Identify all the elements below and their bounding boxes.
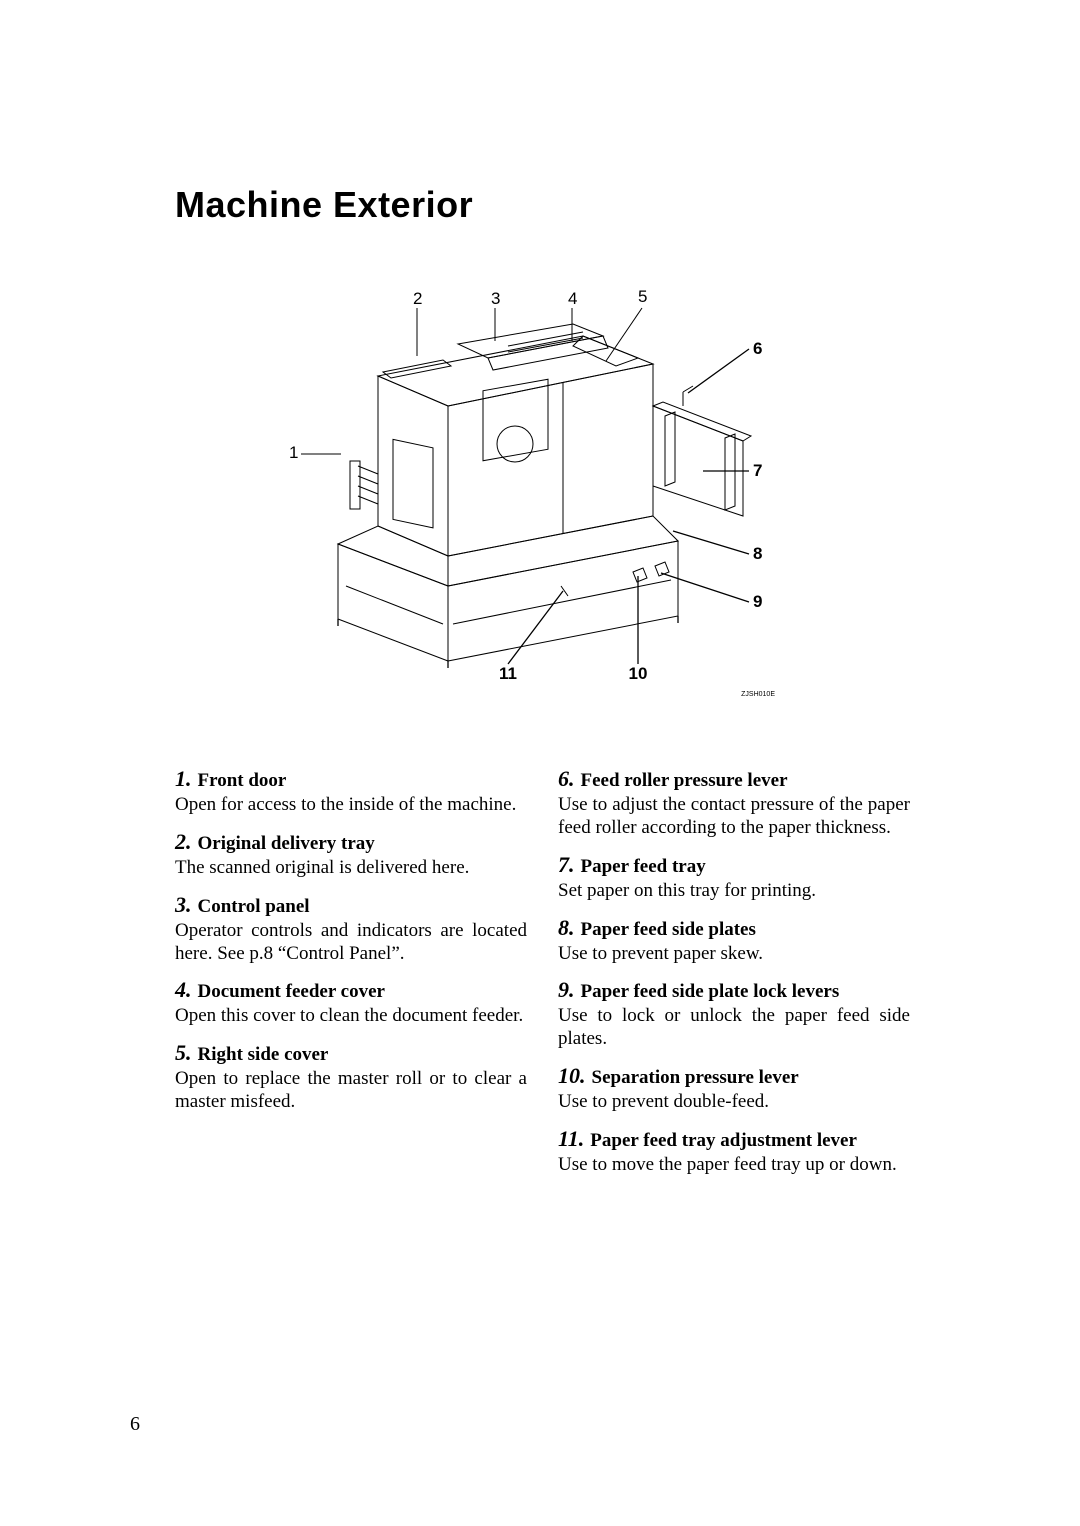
entry-9: 9. Paper feed side plate lock levers Use… [558,977,910,1051]
entry-title: Front door [198,770,287,791]
entry-body: Open to replace the master roll or to cl… [175,1068,527,1114]
entry-num: 4. [175,977,192,1002]
entry-title: Original delivery tray [198,833,375,854]
page-title: Machine Exterior [175,184,910,226]
entry-1: 1. Front door Open for access to the ins… [175,766,527,817]
entry-2: 2. Original delivery tray The scanned or… [175,829,527,880]
callout-7: 7 [753,461,762,480]
page-number: 6 [130,1413,140,1436]
entry-title: Paper feed side plate lock levers [581,981,840,1002]
entry-11: 11. Paper feed tray adjustment lever Use… [558,1126,910,1177]
entry-body: Set paper on this tray for printing. [558,880,910,903]
entry-5: 5. Right side cover Open to replace the … [175,1040,527,1114]
callout-6: 6 [753,339,762,358]
entry-body: Use to lock or unlock the paper feed sid… [558,1005,910,1051]
entry-body: Use to move the paper feed tray up or do… [558,1154,910,1177]
entry-num: 8. [558,915,575,940]
left-column: 1. Front door Open for access to the ins… [175,766,527,1188]
machine-stand [338,516,678,668]
entry-title: Paper feed tray adjustment lever [590,1130,857,1151]
callout-3: 3 [491,289,500,308]
entry-body: Open this cover to clean the document fe… [175,1005,527,1028]
entry-10: 10. Separation pressure lever Use to pre… [558,1063,910,1114]
entry-title: Right side cover [198,1044,329,1065]
entry-body: Use to prevent double-feed. [558,1091,910,1114]
callout-4: 4 [568,289,577,308]
entry-num: 11. [558,1126,584,1151]
entry-num: 7. [558,852,575,877]
entry-title: Control panel [198,896,310,917]
right-column: 6. Feed roller pressure lever Use to adj… [558,766,910,1188]
entry-num: 5. [175,1040,192,1065]
entry-body: Use to adjust the contact pressure of th… [558,794,910,840]
callout-9: 9 [753,592,762,611]
entry-title: Feed roller pressure lever [581,770,788,791]
entry-body: Use to prevent paper skew. [558,943,910,966]
entry-num: 6. [558,766,575,791]
entry-title: Paper feed side plates [581,919,756,940]
callout-10: 10 [628,664,647,683]
entry-title: Separation pressure lever [592,1067,799,1088]
entry-6: 6. Feed roller pressure lever Use to adj… [558,766,910,840]
machine-diagram: 2 3 4 5 1 6 7 8 9 10 11 [283,286,803,736]
entry-body: Operator controls and indicators are loc… [175,920,527,966]
entry-title: Paper feed tray [581,856,706,877]
callout-11: 11 [499,664,517,683]
entry-num: 1. [175,766,192,791]
page: Machine Exterior 2 3 4 5 1 6 7 8 9 10 11 [0,0,1080,1526]
callout-1: 1 [289,443,298,462]
entry-num: 3. [175,892,192,917]
entry-4: 4. Document feeder cover Open this cover… [175,977,527,1028]
entry-body: Open for access to the inside of the mac… [175,794,527,817]
entry-num: 10. [558,1063,586,1088]
entry-num: 2. [175,829,192,854]
paper-feed-tray [633,386,751,582]
callout-8: 8 [753,544,762,563]
definition-columns: 1. Front door Open for access to the ins… [175,766,910,1188]
callout-5: 5 [638,287,647,306]
entry-8: 8. Paper feed side plates Use to prevent… [558,915,910,966]
entry-num: 9. [558,977,575,1002]
diagram-code: ZJSH010E [741,691,775,698]
callout-2: 2 [413,289,422,308]
entry-title: Document feeder cover [198,981,385,1002]
entry-body: The scanned original is delivered here. [175,857,527,880]
entry-3: 3. Control panel Operator controls and i… [175,892,527,966]
entry-7: 7. Paper feed tray Set paper on this tra… [558,852,910,903]
